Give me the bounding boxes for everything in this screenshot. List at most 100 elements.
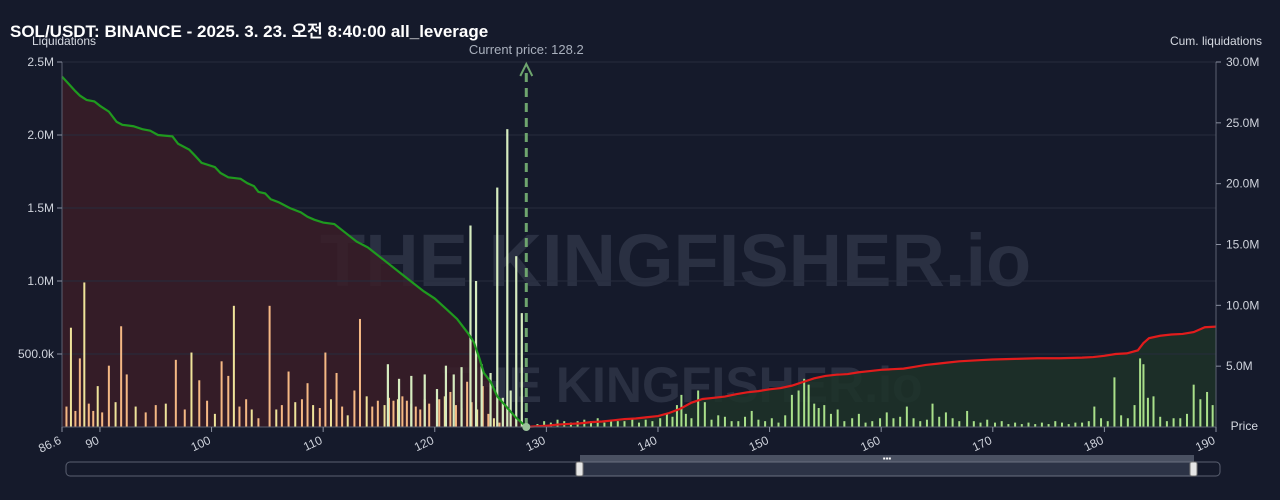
long-liquidation-bar-pale [452, 374, 455, 427]
gridlines [62, 61, 1216, 355]
short-liquidation-bar [1139, 358, 1142, 427]
long-liquidation-bar [120, 326, 123, 427]
long-liquidation-bar [492, 418, 495, 427]
short-liquidation-bar [1185, 413, 1188, 427]
short-liquidation-bar [665, 413, 668, 427]
short-liquidation-bar [675, 405, 678, 427]
y-right-tick-label: 25.0M [1226, 116, 1259, 130]
long-liquidation-bar [125, 374, 128, 427]
long-liquidation-bar [78, 358, 81, 427]
short-liquidation-bar [1081, 422, 1084, 427]
short-liquidation-bar [638, 422, 640, 427]
navigator-right-handle[interactable] [1189, 461, 1198, 477]
long-liquidation-bar [454, 405, 457, 427]
short-liquidation-bar [1120, 415, 1123, 427]
short-liquidation-bar [857, 413, 860, 427]
current-price-marker: Current price: 128.2 [469, 42, 584, 431]
short-liquidation-bar [1126, 418, 1129, 427]
navigator-scrollbar-thumb[interactable] [580, 455, 1194, 463]
long-liquidation-bar-pale [496, 187, 499, 427]
long-liquidation-bar [414, 406, 417, 427]
short-liquidation-bar [843, 421, 846, 427]
y-right-tick-label: 30.0M [1226, 55, 1259, 69]
short-liquidation-bar [790, 394, 793, 427]
short-liquidation-bar [1206, 391, 1209, 427]
short-liquidation-bar [919, 421, 922, 427]
long-cumulative-area [62, 76, 527, 427]
short-liquidation-bar [879, 418, 882, 427]
short-liquidation-bar [1027, 422, 1030, 427]
long-liquidation-bar [280, 405, 283, 427]
short-liquidation-bar [651, 421, 654, 427]
short-liquidation-bar [1054, 421, 1057, 427]
long-liquidation-bar-pale [435, 389, 439, 427]
short-liquidation-bar [784, 415, 787, 427]
short-liquidation-bar [1034, 424, 1037, 427]
long-liquidation-bar [353, 390, 356, 427]
short-liquidation-bar [1106, 421, 1109, 427]
short-liquidation-bar [951, 418, 954, 427]
short-liquidation-bar [829, 413, 832, 427]
navigator-left-handle[interactable] [575, 461, 584, 477]
long-liquidation-bar [101, 412, 104, 427]
short-liquidation-bar [671, 416, 674, 427]
short-liquidation-bar [723, 416, 726, 427]
long-liquidation-bar [388, 397, 391, 427]
y-left-tick-label: 1.5M [27, 201, 54, 215]
y-left-tick-label: 2.5M [27, 55, 54, 69]
short-liquidation-bar [807, 384, 810, 427]
long-liquidation-bar [268, 305, 271, 427]
short-liquidation-bar [1146, 397, 1149, 427]
long-liquidation-bar-pale [410, 375, 413, 427]
long-cumulative-line [61, 75, 528, 428]
short-liquidation-bar [770, 418, 773, 427]
short-liquidation-bar [817, 408, 820, 427]
long-liquidation-bar [438, 399, 441, 427]
short-liquidation-bar [590, 421, 593, 427]
short-liquidation-bar [616, 421, 619, 427]
long-liquidation-bar [392, 400, 395, 427]
y-right-axis-title: Cum. liquidations [1170, 34, 1262, 48]
short-liquidation-bar [703, 402, 706, 427]
short-liquidation-bar [730, 421, 733, 427]
long-liquidation-bar [346, 415, 349, 427]
long-liquidation-bar [164, 403, 167, 427]
long-liquidation-bar [69, 327, 72, 427]
short-liquidation-bar [764, 421, 767, 427]
long-liquidation-bar-pale [506, 129, 509, 427]
short-liquidation-bar [644, 419, 647, 427]
current-price-dot [522, 423, 531, 431]
y-left-tick-label: 500.0k [18, 347, 55, 361]
long-liquidation-bar [134, 406, 137, 427]
short-liquidation-bar [610, 419, 613, 427]
short-liquidation-bar [1060, 422, 1063, 427]
short-liquidation-bar [1014, 422, 1017, 427]
short-liquidation-bar [1113, 377, 1116, 427]
navigator-selected-range[interactable] [579, 461, 1195, 477]
short-liquidation-bar [892, 418, 895, 427]
short-liquidation-bar [623, 421, 626, 427]
long-liquidation-bar [428, 403, 431, 427]
long-liquidation-bar [275, 409, 278, 427]
short-liquidation-bar [958, 421, 961, 427]
short-liquidation-bar [603, 422, 606, 427]
scrollbar-grip-icon[interactable]: ▪▪▪ [883, 454, 892, 463]
long-liquidation-bar [401, 396, 404, 427]
long-liquidation-bar [92, 410, 95, 427]
current-price-label: Current price: 128.2 [469, 42, 584, 57]
short-liquidation-bar [885, 412, 888, 427]
long-liquidation-bar-pale [460, 367, 463, 427]
short-liquidation-bar [813, 403, 816, 427]
short-liquidation-bar [697, 390, 700, 427]
short-liquidation-bar [717, 415, 720, 427]
long-liquidation-bar [144, 412, 147, 427]
y-right-tick-label: 10.0M [1226, 298, 1259, 312]
short-liquidation-bar [1152, 396, 1155, 427]
short-liquidation-bar [1093, 406, 1096, 427]
long-liquidation-bar [257, 418, 260, 427]
long-liquidation-bar [174, 359, 177, 427]
short-liquidation-bar [631, 418, 634, 427]
range-navigator[interactable]: ▪▪▪ [65, 454, 1221, 477]
long-liquidation-bar [335, 372, 338, 427]
